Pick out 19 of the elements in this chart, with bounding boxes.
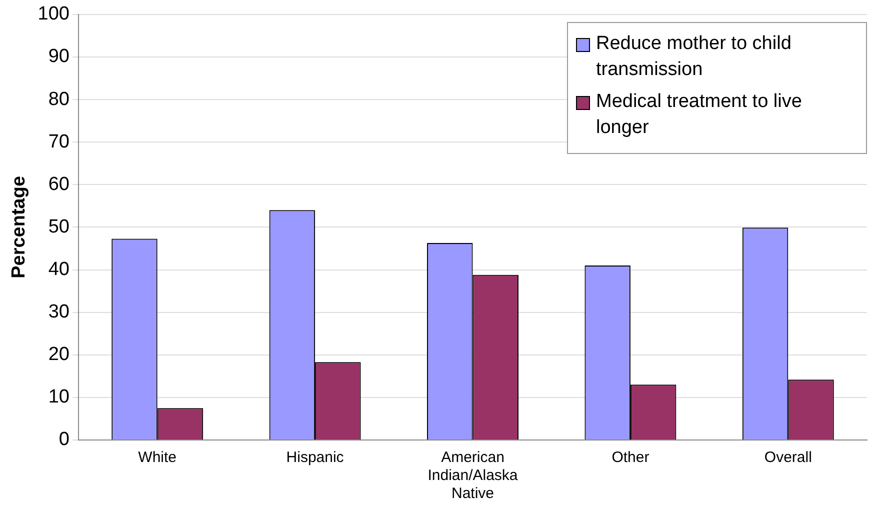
legend-label: Medical treatment to live longer (596, 90, 803, 140)
y-axis-title: Percentage (8, 176, 30, 278)
y-tick-label: 20 (48, 344, 70, 366)
y-tick-label: 10 (48, 386, 70, 408)
x-tick-label: Hispanic (286, 449, 344, 466)
y-tick-label: 90 (48, 46, 70, 68)
x-tick-label: Overall (764, 449, 812, 466)
y-tick-label: 70 (48, 131, 70, 152)
y-tick-label: 60 (48, 174, 70, 195)
y-tick-label: 0 (58, 429, 70, 450)
y-tick-label: 50 (48, 216, 70, 238)
x-tick-label: White (138, 449, 177, 466)
legend-label: Reduce mother to child transmission (596, 32, 792, 82)
x-tick-label: American Indian/Alaska Native (428, 449, 518, 502)
y-tick-label: 40 (48, 258, 70, 280)
y-tick-label: 80 (48, 88, 70, 110)
y-tick-label: 100 (38, 4, 70, 25)
y-tick-label: 30 (48, 302, 70, 323)
x-tick-label: Other (612, 449, 650, 466)
